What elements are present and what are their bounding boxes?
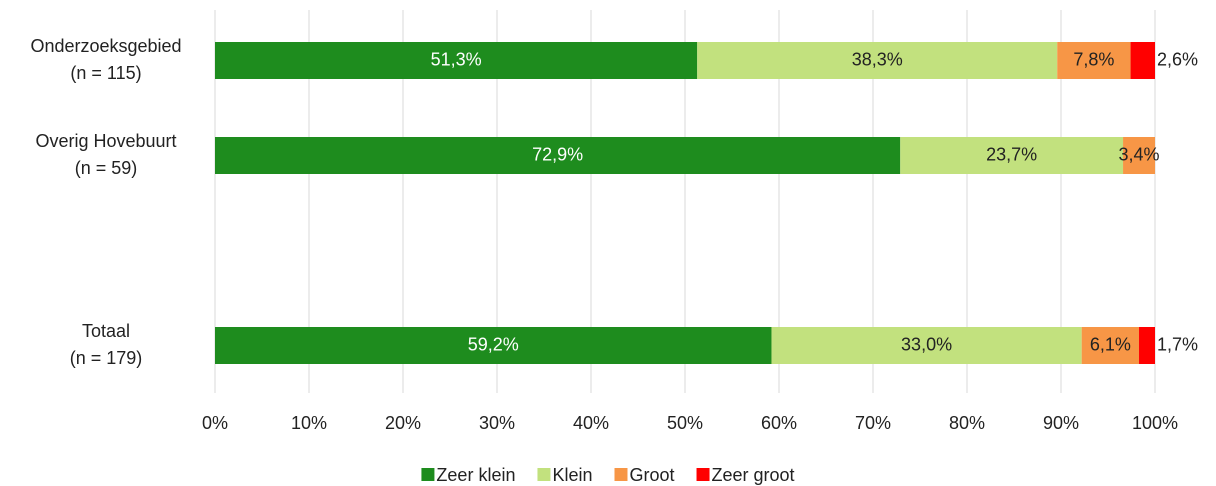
- data-label: 23,7%: [986, 144, 1037, 164]
- bar-segment: [1130, 42, 1155, 79]
- legend-label: Groot: [629, 465, 674, 485]
- data-label: 72,9%: [532, 144, 583, 164]
- data-label: 2,6%: [1157, 49, 1198, 69]
- x-tick-label: 70%: [855, 413, 891, 433]
- legend: Zeer klein Klein Groot Zeer groot: [421, 465, 795, 485]
- bar-segment: [1123, 137, 1155, 174]
- x-tick-label: 90%: [1043, 413, 1079, 433]
- legend-label: Klein: [552, 465, 592, 485]
- legend-label: Zeer groot: [712, 465, 795, 485]
- bar-segment: [215, 42, 698, 79]
- y-tick-label: Onderzoeksgebied (n = 115): [30, 36, 181, 83]
- legend-swatch: [421, 468, 435, 481]
- x-tick-label: 10%: [291, 413, 327, 433]
- data-label: 6,1%: [1090, 334, 1131, 354]
- data-label: 33,0%: [901, 334, 952, 354]
- x-tick-label: 80%: [949, 413, 985, 433]
- bar-segment: [771, 327, 1082, 364]
- bar-segment: [697, 42, 1058, 79]
- legend-swatch: [614, 468, 628, 481]
- data-label: 7,8%: [1073, 49, 1114, 69]
- data-label: 38,3%: [852, 49, 903, 69]
- y-tick-label: Totaal (n = 179): [70, 321, 143, 368]
- bar-segment: [1057, 42, 1131, 79]
- x-tick-label: 50%: [667, 413, 703, 433]
- data-label: 3,4%: [1119, 144, 1160, 164]
- bar-segment: [1139, 327, 1155, 364]
- legend-swatch: [537, 468, 551, 481]
- y-tick-label: Overig Hovebuurt (n = 59): [35, 131, 176, 178]
- x-tick-label: 20%: [385, 413, 421, 433]
- x-tick-label: 60%: [761, 413, 797, 433]
- data-label: 59,2%: [468, 334, 519, 354]
- bar-segment: [215, 137, 901, 174]
- x-tick-label: 30%: [479, 413, 515, 433]
- legend-label: Zeer klein: [436, 465, 515, 485]
- x-tick-label: 0%: [202, 413, 228, 433]
- bar-segment: [900, 137, 1124, 174]
- x-tick-label: 40%: [573, 413, 609, 433]
- bar-segment: [1081, 327, 1140, 364]
- bar-segment: [215, 327, 772, 364]
- legend-swatch: [696, 468, 710, 481]
- data-label: 1,7%: [1157, 334, 1198, 354]
- x-tick-label: 100%: [1132, 413, 1178, 433]
- data-label: 51,3%: [431, 49, 482, 69]
